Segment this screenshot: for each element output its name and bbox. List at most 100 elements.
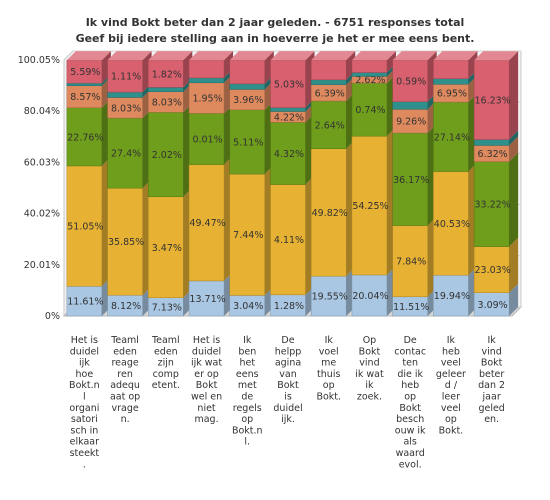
data-label: 19.94% (434, 291, 470, 302)
bar-segment-top (107, 51, 152, 61)
data-label: 20.04% (352, 291, 388, 302)
data-label: 1.95% (192, 94, 222, 105)
data-label: 19.55% (312, 292, 348, 303)
y-tick-label: 20.01% (24, 260, 60, 271)
data-label: 6.95% (437, 89, 467, 100)
data-label: 6.39% (315, 88, 345, 99)
bar-segment (107, 187, 143, 296)
bar-segment (270, 122, 306, 185)
bar-segment-top (189, 51, 234, 61)
x-tick-label: Ik vind Bokt beter dan 2 jaar geled en. (478, 335, 505, 425)
y-tick-label: 0% (45, 311, 60, 322)
data-label: 33.22% (475, 200, 511, 211)
bar-segment (351, 274, 388, 317)
bar-segment (188, 82, 225, 114)
bar-segment (433, 59, 469, 79)
x-tick-label: Het is duidel ijk wat er op Bokt wel en niet ma… (191, 335, 222, 425)
data-label: 2.64% (315, 120, 345, 131)
data-label: 40.53% (434, 219, 470, 230)
y-tick-label: 40.02% (24, 209, 60, 220)
data-label: 0.74% (355, 105, 385, 116)
data-label: 4.11% (274, 235, 304, 246)
bar-segment-top (148, 51, 193, 61)
bar-segment (229, 83, 266, 90)
bar-segment-side (386, 51, 396, 73)
data-label: 36.17% (393, 175, 429, 186)
bar-segment (392, 225, 428, 298)
bar-segment (473, 246, 510, 293)
data-label: 22.76% (67, 132, 103, 143)
bar-segment (148, 196, 184, 299)
data-label: 3.96% (233, 95, 263, 106)
data-label: 4.32% (274, 149, 304, 160)
bar-segment (107, 117, 143, 189)
y-tick-label: 80.04% (24, 106, 60, 117)
data-label: 5.11% (233, 137, 263, 148)
data-label: 3.09% (478, 300, 508, 311)
bar-segment (148, 87, 184, 92)
bar-segment (473, 139, 510, 146)
data-label: 13.71% (189, 294, 225, 305)
data-label: 51.05% (67, 222, 103, 233)
bar-segment-side (509, 136, 519, 162)
bar-segment-top (392, 51, 437, 61)
bar-segment-top (474, 51, 519, 61)
data-label: 54.25% (352, 201, 388, 212)
bar-segment (229, 109, 266, 175)
data-label: 27.14% (434, 132, 470, 143)
x-tick-label: De contac ten die ik heb op Bokt besch ouw ik als… (394, 335, 426, 470)
bar-segment-top (433, 51, 478, 61)
data-label: 7.84% (396, 257, 426, 268)
data-label: 0.01% (192, 134, 222, 145)
x-tick-label: Ik ben het eens met de regels op Bokt.n l. (232, 335, 263, 448)
data-label: 8.03% (111, 103, 141, 114)
chart-subtitle: Geef bij iedere stelling aan in hoeverre… (75, 32, 475, 45)
data-label: 5.59% (70, 67, 100, 78)
bar-segment-top (311, 51, 356, 61)
data-label: 1.11% (111, 72, 141, 83)
data-label: 35.85% (108, 237, 144, 248)
data-label: 7.44% (233, 230, 263, 241)
bar-segment (107, 91, 143, 98)
data-label: 6.32% (478, 149, 508, 160)
data-label: 7.13% (152, 302, 182, 313)
data-label: 4.22% (274, 112, 304, 123)
bar-segment-top (229, 51, 274, 61)
bar-segment-side (509, 130, 519, 146)
data-label: 3.04% (233, 301, 263, 312)
bar-segment (310, 100, 347, 149)
data-label: 11.61% (67, 297, 103, 308)
bar-segment-side (509, 152, 519, 247)
bar-segment (351, 59, 388, 73)
chart-title: Ik vind Bokt beter dan 2 jaar geleden. -… (85, 16, 465, 29)
data-label: 1.82% (152, 69, 182, 80)
bar-segment (66, 82, 103, 86)
bar-segment-top (351, 51, 396, 61)
bar-segment (310, 59, 347, 81)
bar-segment (392, 101, 428, 110)
data-label: 16.23% (475, 95, 511, 106)
bar-segment (188, 280, 225, 317)
bar-segment (433, 171, 469, 276)
bar-segment-side (509, 51, 519, 140)
x-tick-label: De helpp agina van Bokt is duidel ijk. (273, 335, 302, 425)
x-tick-label: Op Bokt vind ik wat ik zoek. (355, 335, 384, 403)
data-label: 5.03% (274, 79, 304, 90)
bar-segment-top (270, 51, 315, 61)
data-label: 8.57% (70, 92, 100, 103)
x-tick-label: Teaml eden zijn comp etent. (151, 335, 180, 391)
bar-segment (433, 78, 469, 85)
bar-segment (188, 77, 225, 84)
data-label: 3.47% (152, 243, 182, 254)
bar-segment (351, 135, 388, 276)
data-label: 49.47% (189, 218, 225, 229)
x-tick-label: Het is duidel ijk hoe Bokt.n l organi satori sch… (69, 335, 100, 470)
x-tick-label: Teaml eden reage ren adequ aat op vrage n. (110, 335, 140, 425)
y-tick-label: 100.05% (18, 55, 60, 66)
data-label: 23.03% (475, 265, 511, 276)
data-label: 49.82% (312, 208, 348, 219)
data-label: 8.03% (152, 98, 182, 109)
data-label: 0.59% (396, 76, 426, 87)
